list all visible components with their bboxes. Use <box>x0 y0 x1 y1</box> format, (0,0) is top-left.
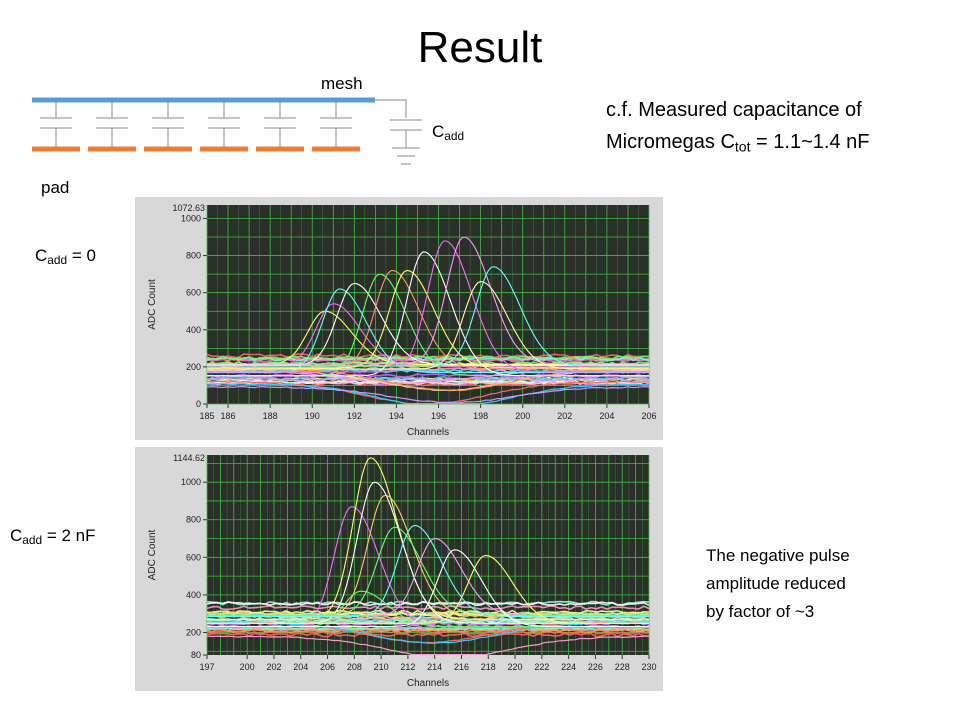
pad-capacitor <box>96 102 128 148</box>
pulse-trace <box>207 281 649 370</box>
y-max-label: 1144.62 <box>173 453 205 463</box>
note-line: by factor of ~3 <box>706 602 815 621</box>
x-tick-label: 206 <box>320 662 335 672</box>
adc-chart-cadd-0: 185 186 188 190 192 194 196 198 200 202 204 206 0 200… <box>135 197 663 440</box>
x-tick-label: 230 <box>641 662 656 672</box>
y-axis-label: ADC Count <box>147 279 158 330</box>
y-tick-label: 400 <box>186 590 201 600</box>
cadd-capacitor <box>390 119 422 148</box>
y-tick-label: 0 <box>196 399 201 409</box>
x-axis-label: Channels <box>407 678 449 689</box>
y-axis-label: ADC Count <box>147 529 158 580</box>
ground-symbol <box>392 147 420 165</box>
negative-trace <box>207 621 649 644</box>
pad-capacitor <box>208 102 240 148</box>
pulse-trace <box>207 538 649 617</box>
baseline-trace <box>207 605 649 611</box>
x-ticks: 185 186 188 190 192 194 196 198 200 202 204 206 <box>199 404 657 421</box>
pulse-trace <box>207 524 649 618</box>
y-tick-label: 600 <box>186 288 201 298</box>
pulse-trace <box>207 266 649 367</box>
x-tick-label: 212 <box>400 662 415 672</box>
baseline-trace <box>207 628 649 634</box>
x-tick-label: 208 <box>347 662 362 672</box>
x-tick-label: 206 <box>641 411 656 421</box>
pulse-trace <box>207 269 649 369</box>
x-tick-label: 218 <box>481 662 496 672</box>
pad-capacitor <box>320 102 352 148</box>
mesh-label: mesh <box>321 74 363 93</box>
cadd-2nf-label: Cadd = 2 nF <box>10 526 96 547</box>
y-tick-label: 80 <box>191 650 201 660</box>
pulse-trace <box>207 240 649 373</box>
y-tick-label: 1000 <box>181 213 201 223</box>
slide-title: Result <box>417 23 543 72</box>
pulse-trace <box>207 526 649 615</box>
measured-capacitance-line2: Micromegas Ctot = 1.1~1.4 nF <box>606 131 870 155</box>
x-tick-label: 204 <box>293 662 308 672</box>
x-tick-label: 228 <box>615 662 630 672</box>
measured-capacitance-line1: c.f. Measured capacitance of <box>606 99 862 121</box>
y-tick-label: 600 <box>186 552 201 562</box>
pulse-trace <box>207 554 649 624</box>
x-tick-label: 202 <box>557 411 572 421</box>
x-tick-label: 196 <box>431 411 446 421</box>
x-tick-label: 220 <box>508 662 523 672</box>
pulse-trace <box>207 549 649 628</box>
pad-capacitor <box>152 102 184 148</box>
x-tick-label: 216 <box>454 662 469 672</box>
y-tick-label: 800 <box>186 515 201 525</box>
negative-trace <box>207 385 649 404</box>
negative-trace <box>207 635 649 655</box>
baseline-trace <box>207 377 649 383</box>
cadd-label: Cadd <box>432 122 465 143</box>
y-ticks: 80 200 400 600 800 1000 <box>181 477 207 660</box>
x-axis-label: Channels <box>407 427 449 438</box>
cadd-wire <box>375 99 407 118</box>
x-tick-label: 200 <box>515 411 530 421</box>
adc-chart-cadd-2nf: 197 200 202 204 206 208 210 212 214 216 218 220 222 2… <box>135 447 663 691</box>
pulse-reduction-note: The negative pulse amplitude reduced by … <box>706 542 850 626</box>
y-tick-label: 400 <box>186 325 201 335</box>
note-line: The negative pulse <box>706 546 850 565</box>
x-tick-label: 204 <box>599 411 614 421</box>
x-tick-label: 188 <box>263 411 278 421</box>
note-line: amplitude reduced <box>706 574 846 593</box>
cadd-zero-label: Cadd = 0 <box>35 246 96 267</box>
x-tick-label: 192 <box>347 411 362 421</box>
x-tick-label: 210 <box>374 662 389 672</box>
x-tick-label: 224 <box>561 662 576 672</box>
baseline-trace <box>207 373 649 379</box>
y-max-label: 1072.63 <box>172 203 205 213</box>
x-tick-label: 185 <box>199 411 214 421</box>
x-ticks: 197 200 202 204 206 208 210 212 214 216 218 220 222 2… <box>199 655 657 672</box>
x-tick-label: 226 <box>588 662 603 672</box>
x-tick-label: 222 <box>534 662 549 672</box>
trace-group <box>207 236 649 404</box>
x-tick-label: 194 <box>389 411 404 421</box>
negative-trace <box>207 383 649 404</box>
x-tick-label: 214 <box>427 662 442 672</box>
trace-group <box>207 457 649 655</box>
baseline-trace <box>207 355 649 361</box>
pad-label: pad <box>41 178 70 197</box>
x-tick-label: 186 <box>221 411 236 421</box>
detector-schematic <box>32 97 422 165</box>
y-tick-label: 200 <box>186 362 201 372</box>
x-tick-label: 200 <box>240 662 255 672</box>
pad-capacitor <box>40 102 72 148</box>
y-ticks: 0 200 400 600 800 1000 <box>181 213 207 409</box>
y-tick-label: 800 <box>186 251 201 261</box>
x-tick-label: 198 <box>473 411 488 421</box>
x-tick-label: 197 <box>199 662 214 672</box>
pulse-trace <box>207 236 649 365</box>
x-tick-label: 190 <box>305 411 320 421</box>
pad-capacitor <box>264 102 296 148</box>
pulse-trace <box>207 251 649 377</box>
x-tick-label: 202 <box>266 662 281 672</box>
y-tick-label: 200 <box>186 627 201 637</box>
y-tick-label: 1000 <box>181 477 201 487</box>
